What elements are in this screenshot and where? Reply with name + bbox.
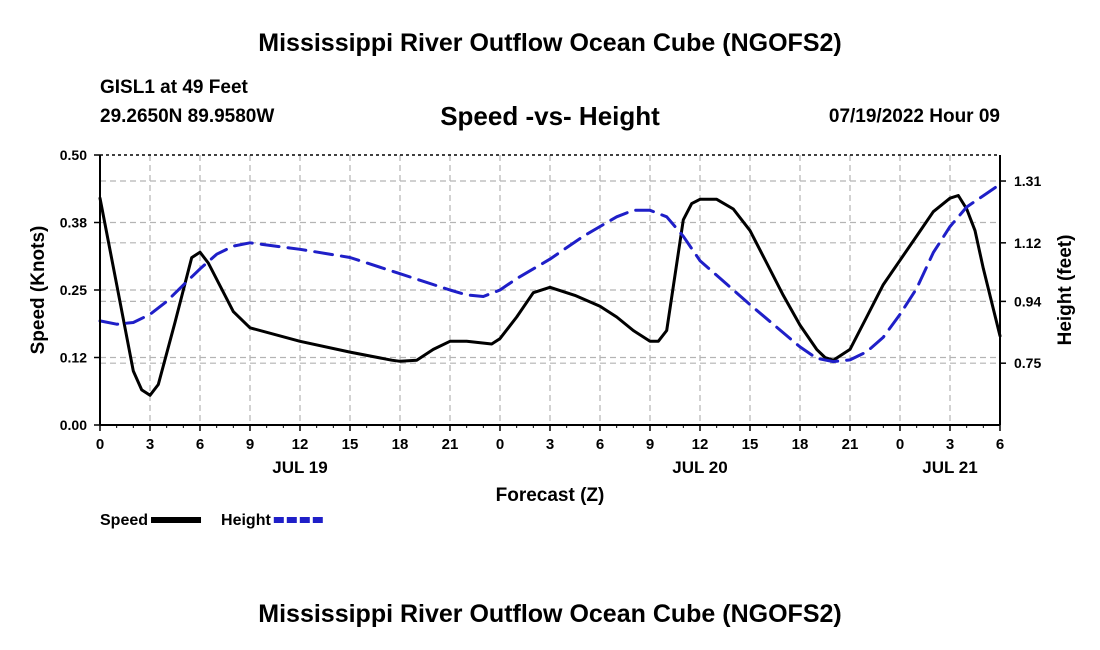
y-axis-title: Speed (Knots) [28, 226, 49, 355]
x-tick-label: 6 [996, 436, 1004, 453]
x-tick-label: 3 [546, 436, 554, 453]
date-label: JUL 20 [672, 458, 727, 477]
date-label: JUL 19 [272, 458, 327, 477]
station-name: GISL1 at 49 Feet [100, 77, 248, 98]
y2-tick-label: 0.94 [1014, 293, 1041, 309]
x-tick-label: 18 [392, 436, 409, 453]
x-tick-label: 12 [292, 436, 309, 453]
y-tick-label: 0.25 [60, 282, 87, 298]
date-label: JUL 21 [922, 458, 977, 477]
y-tick-label: 0.38 [60, 215, 87, 231]
x-tick-label: 9 [646, 436, 654, 453]
footer-title: Mississippi River Outflow Ocean Cube (NG… [258, 600, 842, 628]
x-tick-label: 0 [96, 436, 104, 453]
x-tick-label: 6 [196, 436, 204, 453]
x-tick-label: 0 [896, 436, 904, 453]
x-tick-label: 15 [742, 436, 759, 453]
x-tick-label: 0 [496, 436, 504, 453]
x-tick-label: 12 [692, 436, 709, 453]
x-axis-title: Forecast (Z) [496, 485, 605, 506]
x-tick-label: 3 [946, 436, 954, 453]
forecast-datetime: 07/19/2022 Hour 09 [828, 106, 1000, 127]
x-tick-label: 18 [792, 436, 809, 453]
y-tick-label: 0.50 [60, 147, 87, 163]
speed-legend-label: Speed [100, 512, 148, 529]
y2-tick-label: 1.12 [1014, 235, 1041, 251]
y-tick-label: 0.12 [60, 350, 87, 366]
chart-subtitle: Speed -vs- Height [440, 101, 660, 131]
x-tick-label: 21 [842, 436, 859, 453]
station-coordinates: 29.2650N 89.9580W [100, 106, 275, 127]
y2-tick-label: 0.75 [1014, 355, 1041, 371]
y-tick-label: 0.00 [60, 417, 87, 433]
x-tick-label: 9 [246, 436, 254, 453]
x-tick-label: 3 [146, 436, 154, 453]
height-legend-label: Height [221, 512, 271, 529]
y2-axis-title: Height (feet) [1055, 235, 1076, 346]
x-tick-label: 21 [442, 436, 459, 453]
y2-tick-label: 1.31 [1014, 173, 1041, 189]
height-series-line [98, 182, 1002, 364]
x-tick-label: 15 [342, 436, 359, 453]
speed-series-line [98, 194, 1002, 397]
x-tick-label: 6 [596, 436, 604, 453]
main-title: Mississippi River Outflow Ocean Cube (NG… [258, 29, 842, 57]
